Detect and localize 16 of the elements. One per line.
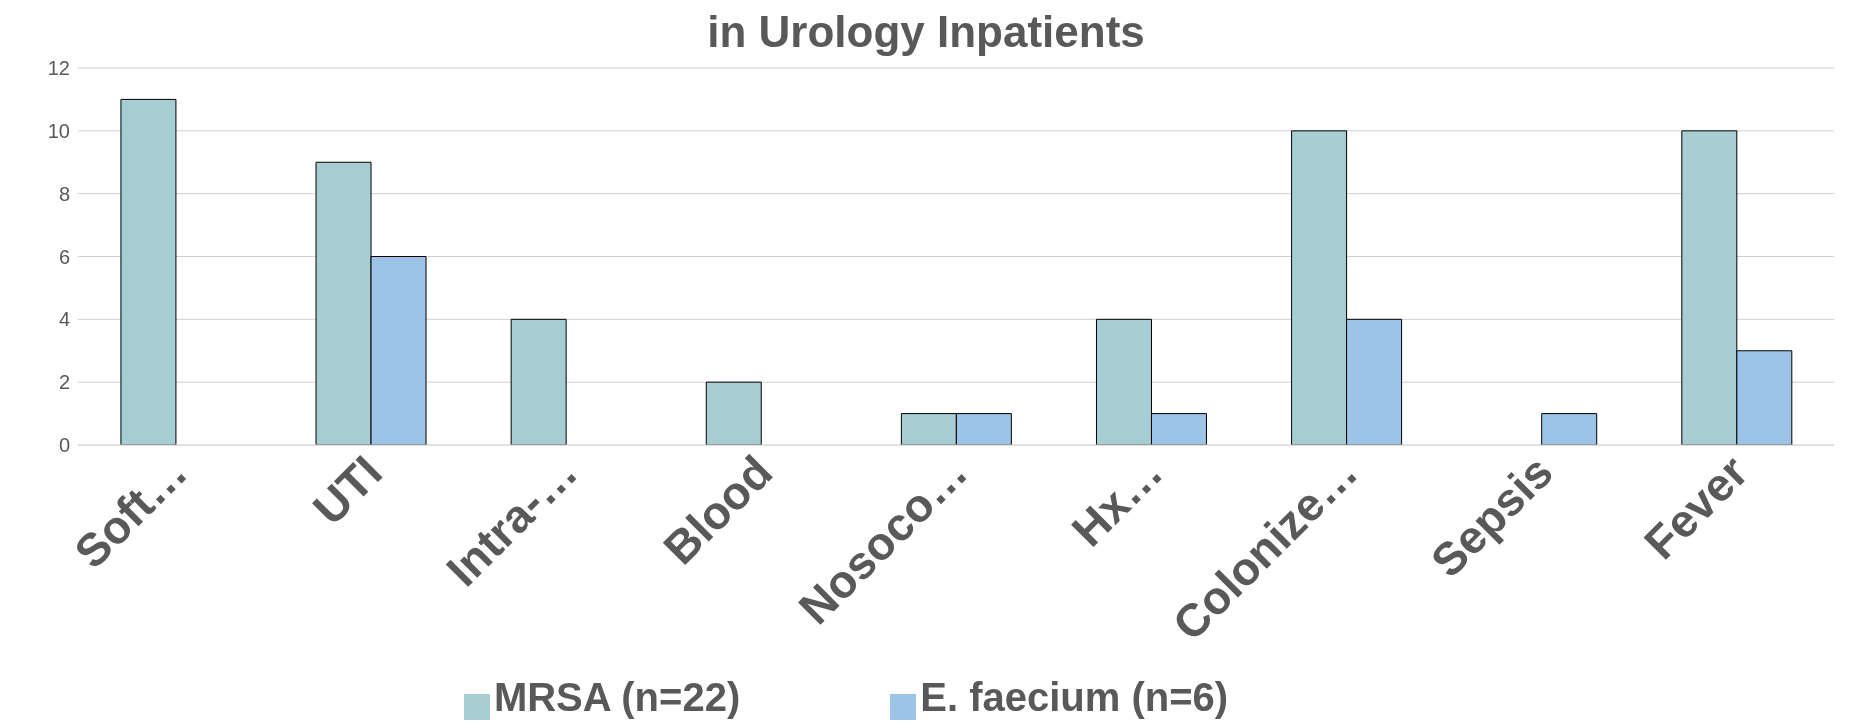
legend-label: E. faecium (n=6)	[920, 675, 1229, 719]
y-tick-label: 8	[58, 182, 70, 205]
bar	[120, 98, 177, 445]
y-tick-label: 4	[58, 308, 70, 331]
y-tick-label: 2	[58, 371, 70, 394]
x-tick-label: Hx…	[1061, 445, 1173, 557]
y-tick-label: 10	[47, 119, 70, 142]
bar	[1541, 413, 1598, 445]
chart-title: in Urology Inpatients	[706, 7, 1146, 56]
x-tick-label: UTI	[302, 445, 392, 535]
bar	[705, 381, 762, 445]
y-tick-label: 0	[58, 434, 70, 457]
y-tick-label: 12	[47, 57, 70, 80]
bar	[510, 318, 567, 445]
y-tick-label: 6	[58, 245, 70, 268]
legend-label: MRSA (n=22)	[493, 675, 741, 719]
